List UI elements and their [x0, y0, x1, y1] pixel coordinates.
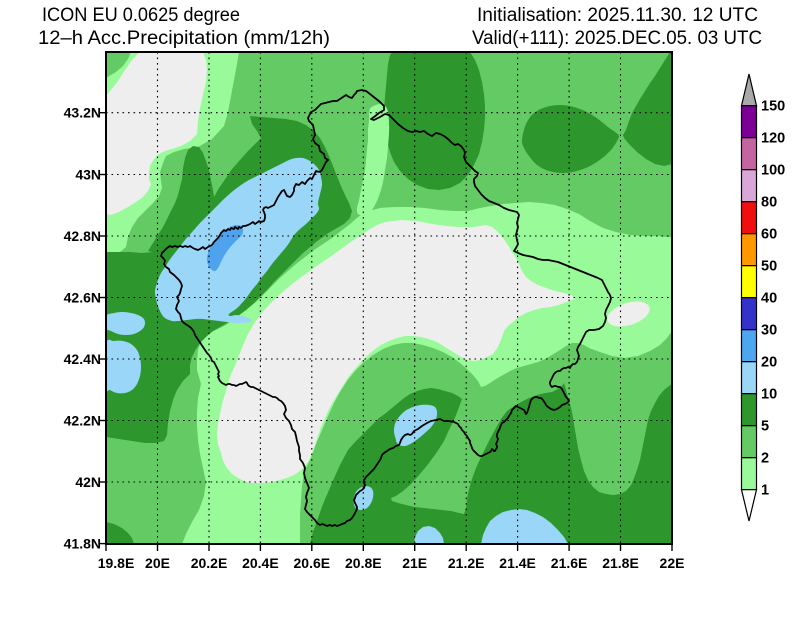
svg-text:21.4E: 21.4E: [499, 555, 536, 571]
svg-text:20.6E: 20.6E: [294, 555, 331, 571]
svg-text:19.8E: 19.8E: [98, 555, 135, 571]
svg-text:42.2N: 42.2N: [64, 413, 101, 429]
svg-text:42.8N: 42.8N: [64, 228, 101, 244]
svg-text:42.4N: 42.4N: [64, 351, 101, 367]
svg-text:1: 1: [761, 483, 769, 499]
svg-text:42.6N: 42.6N: [64, 290, 101, 306]
svg-text:20.2E: 20.2E: [191, 555, 228, 571]
svg-text:50: 50: [761, 259, 777, 275]
svg-text:41.8N: 41.8N: [64, 536, 101, 552]
svg-text:43.2N: 43.2N: [64, 105, 101, 121]
svg-text:Initialisation: 2025.11.30. 12: Initialisation: 2025.11.30. 12 UTC: [477, 5, 758, 26]
svg-text:42N: 42N: [75, 474, 101, 490]
svg-text:20: 20: [761, 355, 777, 371]
svg-text:21.2E: 21.2E: [448, 555, 485, 571]
svg-text:22E: 22E: [660, 555, 685, 571]
svg-text:5: 5: [761, 419, 769, 435]
svg-text:150: 150: [761, 99, 785, 115]
svg-text:20.4E: 20.4E: [242, 555, 279, 571]
svg-text:21.8E: 21.8E: [602, 555, 639, 571]
svg-text:12–h Acc.Precipitation (mm/12h: 12–h Acc.Precipitation (mm/12h): [38, 28, 330, 49]
svg-text:30: 30: [761, 323, 777, 339]
svg-text:21E: 21E: [402, 555, 427, 571]
svg-text:20E: 20E: [145, 555, 170, 571]
svg-text:80: 80: [761, 195, 777, 211]
svg-text:Valid(+111): 2025.DEC.05. 03 U: Valid(+111): 2025.DEC.05. 03 UTC: [472, 28, 762, 49]
svg-text:40: 40: [761, 291, 777, 307]
svg-text:20.8E: 20.8E: [345, 555, 382, 571]
svg-text:100: 100: [761, 163, 785, 179]
svg-text:ICON EU 0.0625 degree: ICON EU 0.0625 degree: [42, 5, 240, 26]
svg-text:60: 60: [761, 227, 777, 243]
svg-text:120: 120: [761, 131, 785, 147]
svg-text:43N: 43N: [75, 167, 101, 183]
svg-text:2: 2: [761, 451, 769, 467]
svg-text:10: 10: [761, 387, 777, 403]
svg-text:21.6E: 21.6E: [551, 555, 588, 571]
